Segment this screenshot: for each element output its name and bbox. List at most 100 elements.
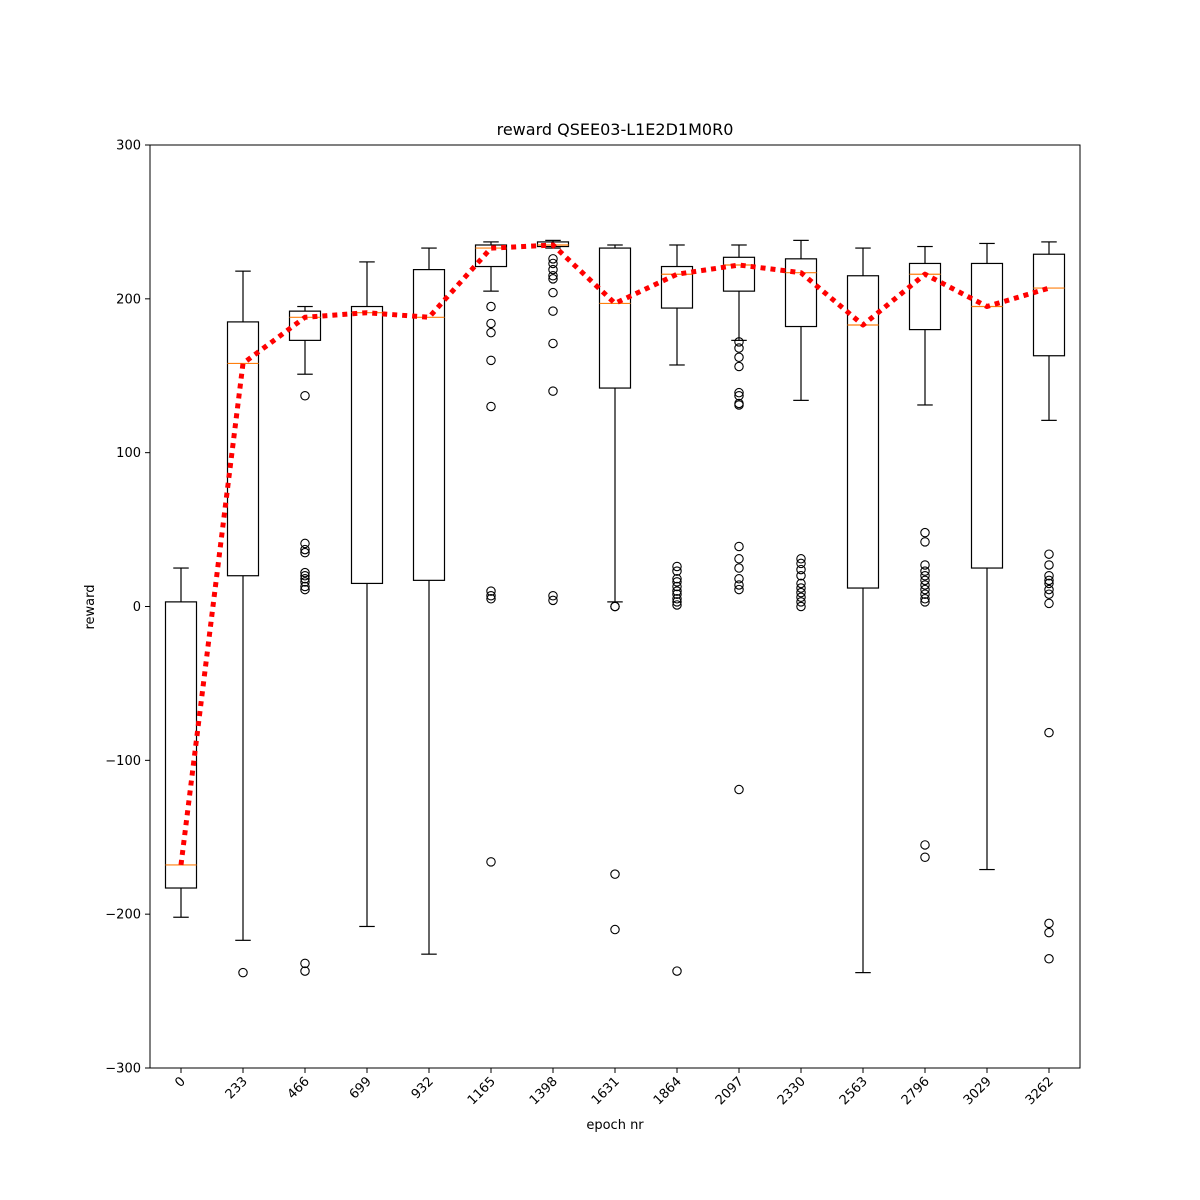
outlier-point [300,570,310,581]
outlier-point [672,594,682,604]
box-group-699 [350,261,384,928]
box-group-932 [412,247,446,955]
outlier-point [300,584,310,595]
y-tick-label: 0 [133,600,141,615]
outlier-point [300,390,310,401]
box-group-2563 [846,247,880,974]
outlier-point [300,544,310,555]
box [474,244,508,268]
y-axis: −300 −200 −100 0 100 200 300 [105,139,150,1077]
outlier-point [1044,954,1054,964]
outlier-point [920,597,930,607]
outlier-point [734,400,744,410]
outlier-point [548,338,558,349]
outlier-point [1044,560,1054,570]
outlier-point [1044,575,1054,586]
outlier-point [238,967,248,978]
outlier-point [920,840,930,850]
outlier-point [796,601,806,612]
outlier-point [920,594,930,604]
box [784,258,818,328]
box-group-1864 [660,244,694,976]
outlier-point [548,595,558,606]
outlier-point [548,254,558,264]
y-tick-label: −300 [105,1062,141,1077]
outlier-point [300,958,310,969]
outlier-point [734,541,744,552]
chart-title: reward QSEE03-L1E2D1M0R0 [497,120,734,139]
outlier-point [300,547,310,558]
outlier-point [734,784,744,795]
outlier-point [734,563,744,573]
outlier-point [486,355,496,366]
outlier-point [1044,598,1054,609]
box [598,247,632,389]
box-group-3262 [1032,241,1066,964]
outlier-point [734,352,744,363]
box [288,310,322,341]
outlier-point [920,537,930,547]
outlier-point [672,581,682,592]
outlier-point [1044,570,1054,581]
outlier-point [920,852,930,862]
outlier-point [796,592,806,603]
box [970,262,1004,569]
outlier-point [734,580,744,590]
outlier-point [796,570,806,581]
box-group-1631 [598,244,632,935]
outlier-point [796,583,806,593]
box [908,262,942,331]
outlier-point [486,857,496,867]
outlier-point [548,306,558,316]
outlier-point [734,343,744,353]
outlier-point [734,574,744,584]
box-group-1165 [474,241,508,867]
outlier-point [300,538,310,549]
outlier-point [734,361,744,372]
outlier-point [548,386,558,396]
outlier-point [610,924,620,935]
outlier-point [920,566,930,576]
outlier-point [300,966,310,976]
outlier-point [1044,578,1054,589]
outlier-point [548,258,558,269]
box [846,275,880,589]
box [722,256,756,292]
box [660,265,694,309]
x-axis-label: epoch nr [586,1118,644,1133]
box [226,321,260,577]
plot-area [164,239,1066,978]
outlier-point [1044,584,1054,595]
outlier-point [672,566,682,576]
outlier-point [1044,918,1054,929]
outlier-point [672,586,682,596]
outlier-point [920,570,930,581]
outlier-point [734,387,744,398]
box [350,305,384,585]
outlier-point [300,577,310,587]
y-tick-label: 300 [116,139,141,154]
outlier-point [796,558,806,569]
outlier-point [1044,589,1054,599]
outlier-point [610,601,620,612]
outlier-point [548,271,558,281]
y-tick-label: −200 [105,908,141,923]
outlier-point [734,337,744,347]
outlier-point [920,527,930,538]
box-group-233 [226,270,260,978]
box [412,269,446,581]
outlier-point [672,966,682,976]
outlier-point [672,574,682,584]
outlier-point [672,577,682,587]
outlier-point [734,554,744,564]
outlier-point [486,301,496,312]
outlier-point [796,578,806,589]
outlier-point [734,390,744,401]
outlier-point [548,590,558,601]
outlier-point [672,597,682,607]
outlier-point [1044,549,1054,559]
outlier-point [486,401,496,412]
outlier-point [920,589,930,599]
